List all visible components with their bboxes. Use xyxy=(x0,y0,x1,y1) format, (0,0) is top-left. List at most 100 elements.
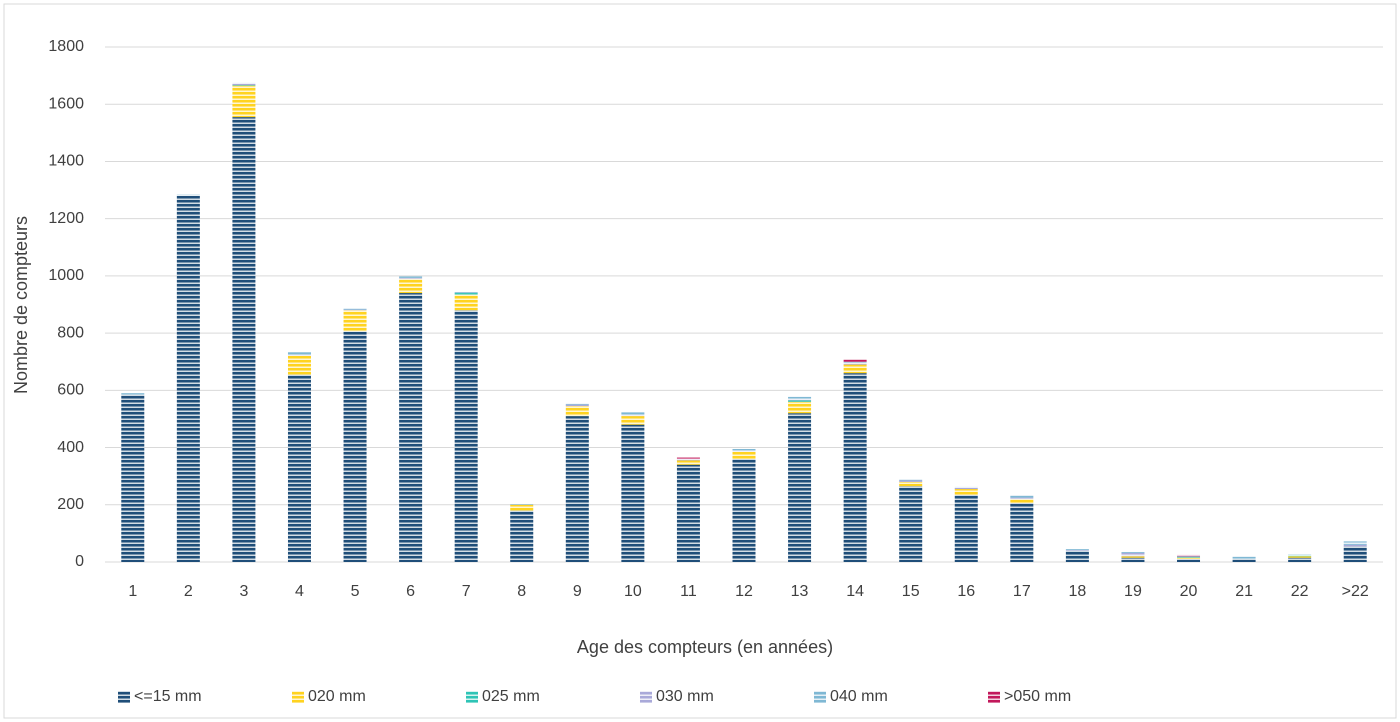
bar-segment xyxy=(510,504,534,511)
bar-segment xyxy=(899,481,923,487)
bar-segment xyxy=(1288,557,1312,562)
x-tick-label: 7 xyxy=(462,583,471,600)
bar-segment xyxy=(788,401,812,414)
bar-segment xyxy=(343,331,367,562)
bar-segment xyxy=(954,489,978,495)
bar-segment xyxy=(1177,557,1201,560)
chart-frame xyxy=(3,3,1397,719)
bar-segment xyxy=(843,361,867,364)
x-tick-label: 3 xyxy=(239,583,248,600)
bar-segment xyxy=(1343,541,1367,545)
x-tick-label: 9 xyxy=(573,583,582,600)
bar-segment xyxy=(287,352,311,355)
bar-segment xyxy=(454,293,478,295)
bar-segment xyxy=(565,416,589,562)
bar-segment xyxy=(287,356,311,375)
bar-segment xyxy=(1010,503,1034,562)
legend-label: <=15 mm xyxy=(134,688,202,705)
bar-segment xyxy=(1343,546,1367,562)
x-tick-label: 18 xyxy=(1068,583,1086,600)
x-tick-label: 8 xyxy=(517,583,526,600)
legend-swatch xyxy=(988,691,1000,703)
legend-swatch xyxy=(814,691,826,703)
bar-segment xyxy=(676,460,700,465)
bar-segment xyxy=(1232,556,1256,560)
bar-segment xyxy=(899,479,923,481)
bar-segment xyxy=(510,510,534,562)
bar-segment xyxy=(399,278,423,294)
bar-segment xyxy=(843,363,867,365)
bar-segment xyxy=(232,117,256,562)
bar-segment xyxy=(843,364,867,374)
bar-segment xyxy=(676,464,700,562)
bar-segment xyxy=(732,451,756,459)
y-tick-label: 1600 xyxy=(48,95,84,112)
x-tick-label: 21 xyxy=(1235,583,1253,600)
y-tick-label: 0 xyxy=(75,553,84,570)
y-axis-title: Nombre de compteurs xyxy=(11,216,31,394)
legend-swatch xyxy=(466,691,478,703)
x-tick-label: 13 xyxy=(791,583,809,600)
bar-segment xyxy=(454,310,478,562)
bar-segment xyxy=(788,396,812,399)
bar-segment xyxy=(1065,550,1089,562)
x-tick-label: 10 xyxy=(624,583,642,600)
bar-segment xyxy=(1010,499,1034,504)
bar-segment xyxy=(1343,544,1367,547)
bar-segment xyxy=(899,486,923,562)
y-tick-label: 600 xyxy=(57,382,84,399)
x-tick-label: 16 xyxy=(957,583,975,600)
bar-segment xyxy=(1288,554,1312,557)
bar-segment xyxy=(676,459,700,461)
bar-segment xyxy=(899,480,923,482)
bar-segment xyxy=(1010,495,1034,498)
bar-segment xyxy=(232,85,256,118)
bar-segment xyxy=(399,293,423,562)
bar-segment xyxy=(287,354,311,356)
legend-label: 020 mm xyxy=(308,688,366,705)
legend-label: >050 mm xyxy=(1004,688,1071,705)
bar-segment xyxy=(565,403,589,405)
bar-segment xyxy=(1288,554,1312,555)
bar-segment xyxy=(121,394,145,562)
bar-segment xyxy=(176,195,200,562)
bar-segment xyxy=(1177,559,1201,562)
x-tick-label: >22 xyxy=(1342,583,1369,600)
x-tick-label: 14 xyxy=(846,583,864,600)
bar-segment xyxy=(232,82,256,84)
bar-segment xyxy=(1177,554,1201,557)
bar-segment xyxy=(676,457,700,459)
bar-segment xyxy=(843,373,867,562)
bar-segment xyxy=(954,494,978,562)
bar-segment xyxy=(621,412,645,415)
x-tick-label: 12 xyxy=(735,583,753,600)
bar-segment xyxy=(1177,556,1201,558)
bar-segment xyxy=(1121,556,1145,558)
bar-segment xyxy=(732,459,756,562)
x-tick-label: 20 xyxy=(1180,583,1198,600)
bar-segment xyxy=(788,413,812,562)
legend-label: 025 mm xyxy=(482,688,540,705)
bar-segment xyxy=(732,448,756,451)
y-tick-label: 400 xyxy=(57,439,84,456)
bar-segment xyxy=(1065,549,1089,550)
bar-segment xyxy=(1121,552,1145,557)
bar-segment xyxy=(232,83,256,86)
y-tick-label: 1800 xyxy=(48,38,84,55)
x-tick-label: 15 xyxy=(902,583,920,600)
y-tick-label: 800 xyxy=(57,324,84,341)
bar-segment xyxy=(843,359,867,362)
x-tick-label: 5 xyxy=(351,583,360,600)
bar-segment xyxy=(1288,556,1312,558)
bar-segment xyxy=(399,277,423,279)
x-tick-label: 4 xyxy=(295,583,304,600)
x-tick-label: 6 xyxy=(406,583,415,600)
bar-segment xyxy=(788,398,812,401)
legend-swatch xyxy=(640,691,652,703)
bar-segment xyxy=(343,308,367,310)
x-tick-label: 17 xyxy=(1013,583,1031,600)
bar-segment xyxy=(1177,557,1201,558)
bar-segment xyxy=(621,424,645,562)
bar-segment xyxy=(1232,559,1256,562)
